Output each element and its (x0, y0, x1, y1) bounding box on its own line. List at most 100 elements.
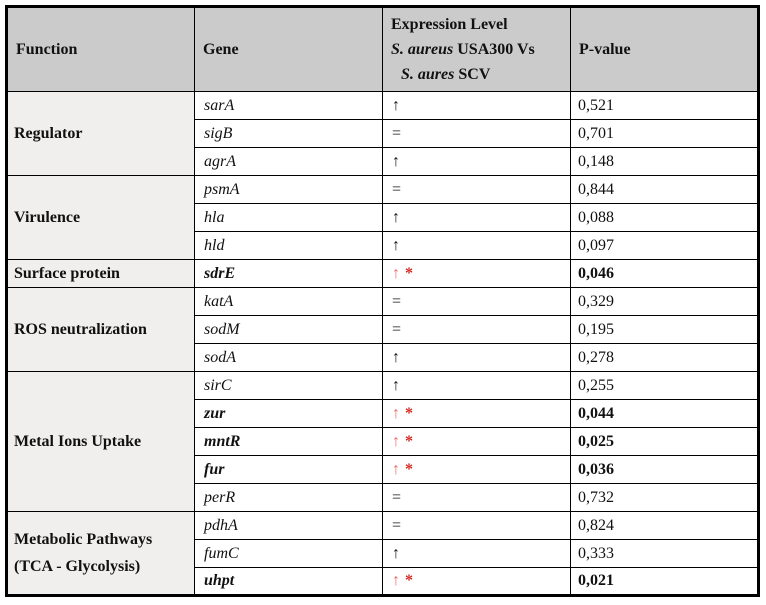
pvalue-cell: 0,732 (570, 483, 759, 512)
expression-cell: ↑ (382, 343, 571, 372)
pvalue-cell: 0,036 (570, 455, 759, 484)
pvalue-cell: 0,333 (570, 539, 759, 568)
significance-asterisk-icon: * (405, 460, 413, 478)
expression-cell: ↑ (382, 147, 571, 176)
up-arrow-icon: ↑ (392, 348, 400, 366)
function-cell: ROS neutralization (6, 287, 195, 372)
up-arrow-icon: ↑ (392, 236, 400, 254)
pvalue-cell: 0,088 (570, 203, 759, 232)
function-cell: Metal Ions Uptake (6, 371, 195, 512)
gene-cell: hld (194, 231, 383, 260)
pvalue-cell: 0,046 (570, 259, 759, 288)
table-row: mntR ↑ * 0,025 (7, 427, 759, 456)
function-label-line: Metabolic Pathways (14, 531, 153, 548)
gene-cell: psmA (194, 175, 383, 204)
function-header: Function (6, 6, 195, 92)
gene-cell: sodM (194, 315, 383, 344)
table-row: Metal Ions Uptake sirC ↑ 0,255 (6, 371, 759, 512)
species-name-aures: S. aures (401, 66, 455, 83)
table-row: ROS neutralization katA = 0,329 (6, 287, 759, 372)
up-arrow-icon: ↑ (392, 264, 400, 282)
expression-cell: = (382, 287, 571, 316)
up-arrow-icon: ↑ (392, 96, 400, 114)
expression-cell: ↑ (382, 539, 571, 568)
equal-sign-icon: = (392, 320, 402, 338)
pvalue-cell: 0,278 (570, 343, 759, 372)
pvalue-cell: 0,021 (570, 567, 759, 596)
up-arrow-icon: ↑ (392, 572, 400, 589)
table-row: uhpt ↑ * 0,021 (7, 567, 759, 596)
significance-asterisk-icon: * (405, 572, 413, 589)
expression-cell: = (382, 175, 571, 204)
strain-scv-label: SCV (454, 66, 491, 83)
table-row: fur ↑ * 0,036 (7, 455, 759, 484)
species-name-aureus: S. aureus (391, 41, 454, 58)
pvalue-cell: 0,521 (570, 91, 759, 120)
expression-cell: ↑ (382, 91, 571, 120)
function-label-line: Surface protein (14, 265, 120, 282)
function-label-line: ROS neutralization (14, 321, 147, 338)
up-arrow-icon: ↑ (392, 544, 400, 562)
expression-cell: ↑ (382, 203, 571, 232)
gene-cell: sirC (194, 371, 383, 400)
up-arrow-icon: ↑ (392, 208, 400, 226)
table-row: Surface protein sdrE ↑ * 0,046 (6, 259, 759, 288)
table-row: agrA ↑ 0,148 (7, 147, 759, 176)
table-row: hla ↑ 0,088 (7, 203, 759, 232)
gene-cell: zur (194, 399, 383, 428)
up-arrow-icon: ↑ (392, 460, 400, 478)
pvalue-header: P-value (570, 6, 759, 92)
expression-cell: ↑ (382, 231, 571, 260)
gene-cell: perR (194, 483, 383, 512)
gene-cell: fur (194, 455, 383, 484)
expression-cell: ↑ * (382, 399, 571, 428)
expression-cell: = (382, 511, 571, 540)
gene-cell: katA (194, 287, 383, 316)
expression-header-line2: S. aureus USA300 Vs (391, 41, 535, 58)
table-row: sodA ↑ 0,278 (7, 343, 759, 372)
expression-cell: ↑ * (382, 427, 571, 456)
function-cell: Regulator (6, 91, 195, 176)
pvalue-cell: 0,824 (570, 511, 759, 540)
table-row: hld ↑ 0,097 (7, 231, 759, 260)
expression-header: Expression Level S. aureus USA300 Vs S. … (382, 6, 571, 92)
pvalue-cell: 0,025 (570, 427, 759, 456)
pvalue-cell: 0,044 (570, 399, 759, 428)
expression-cell: ↑ * (382, 567, 571, 596)
expression-cell: ↑ * (382, 259, 571, 288)
strain-usa300-label: USA300 Vs (453, 41, 535, 58)
pvalue-cell: 0,255 (570, 371, 759, 400)
function-label-line: Regulator (14, 125, 83, 142)
table-row: Regulator sarA ↑ 0,521 (6, 91, 759, 176)
up-arrow-icon: ↑ (392, 376, 400, 394)
significance-asterisk-icon: * (405, 432, 413, 450)
pvalue-cell: 0,097 (570, 231, 759, 260)
pvalue-cell: 0,195 (570, 315, 759, 344)
equal-sign-icon: = (392, 292, 402, 310)
expression-cell: ↑ (382, 371, 571, 400)
expression-cell: = (382, 315, 571, 344)
up-arrow-icon: ↑ (392, 432, 400, 450)
gene-cell: agrA (194, 147, 383, 176)
gene-expression-table: Function Gene Expression Level S. aureus… (5, 5, 760, 597)
gene-cell: fumC (194, 539, 383, 568)
equal-sign-icon: = (392, 516, 402, 534)
equal-sign-icon: = (392, 124, 402, 142)
gene-cell: hla (194, 203, 383, 232)
pvalue-cell: 0,844 (570, 175, 759, 204)
gene-cell: sigB (194, 119, 383, 148)
gene-cell: uhpt (194, 567, 383, 596)
expression-cell: = (382, 483, 571, 512)
table-row: sigB = 0,701 (7, 119, 759, 148)
table-body: Regulator sarA ↑ 0,521 sigB = 0,701 agrA ↑ 0,148 V… (6, 91, 759, 596)
pvalue-cell: 0,329 (570, 287, 759, 316)
up-arrow-icon: ↑ (392, 404, 400, 422)
table-row: zur ↑ * 0,044 (7, 399, 759, 428)
function-cell: Virulence (6, 175, 195, 260)
function-label-line: (TCA - Glycolysis) (14, 558, 141, 575)
expression-cell: = (382, 119, 571, 148)
table-header: Function Gene Expression Level S. aureus… (6, 6, 759, 92)
table-row: fumC ↑ 0,333 (7, 539, 759, 568)
equal-sign-icon: = (392, 180, 402, 198)
